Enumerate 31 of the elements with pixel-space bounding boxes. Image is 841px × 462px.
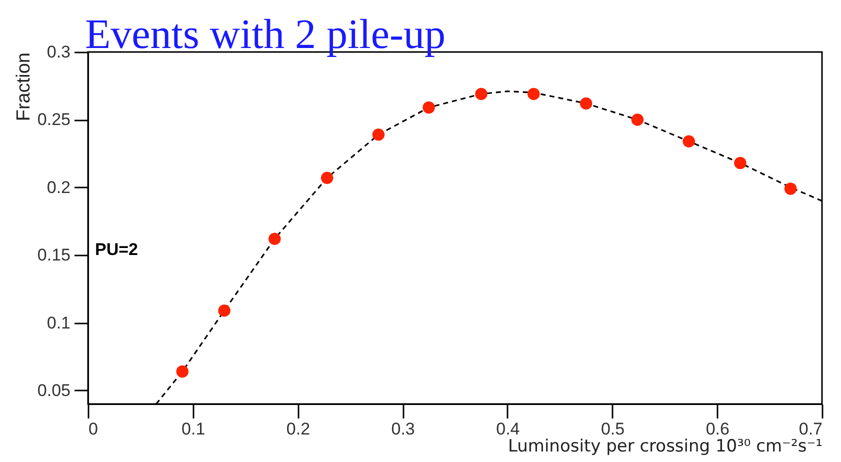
point (631, 114, 644, 126)
y-tick-label: 0.05 (37, 380, 70, 400)
x-tick-label: 0.2 (286, 420, 310, 438)
y-tick-label: 0.15 (37, 246, 70, 265)
point (784, 182, 797, 195)
x-tick-label: 0.4 (496, 420, 520, 438)
x-tick-label: 0.7 (798, 420, 822, 438)
point (218, 304, 230, 317)
x-tick-label: 0.5 (600, 420, 625, 438)
point (682, 135, 695, 148)
point (320, 172, 334, 184)
y-tick-label: 0.3 (46, 42, 70, 62)
x-tick-label: 0.3 (391, 420, 415, 438)
point (734, 156, 746, 170)
point (422, 101, 435, 114)
x-tick-label: 0.6 (706, 420, 730, 438)
point (372, 128, 385, 141)
x-axis-title: Luminosity per crossing 10³⁰ cm⁻²s⁻¹ (508, 436, 822, 456)
point (176, 365, 188, 378)
point (528, 88, 540, 100)
point (268, 232, 281, 245)
annotation: PU=2 (95, 240, 138, 259)
x-tick-label: 0 (88, 420, 98, 438)
y-tick-label: 0.25 (37, 110, 70, 130)
y-tick-label: 0.1 (46, 313, 70, 332)
x-tick-label: 0.1 (182, 420, 206, 438)
y-tick-label: 0.2 (46, 178, 70, 197)
chart-title: Events with 2 pile-up (85, 12, 446, 58)
point (475, 88, 488, 100)
y-axis-title: Fraction (13, 52, 34, 122)
point (580, 97, 592, 110)
